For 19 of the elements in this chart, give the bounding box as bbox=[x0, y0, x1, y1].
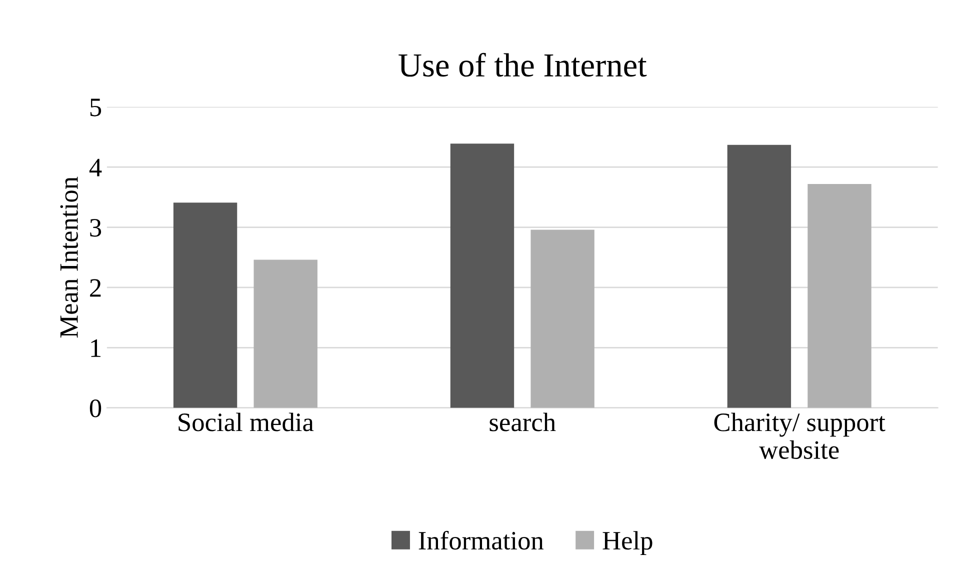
bar bbox=[727, 144, 792, 408]
bar bbox=[808, 184, 872, 408]
bar bbox=[254, 260, 318, 408]
bar bbox=[530, 230, 594, 408]
y-axis-title: Mean Intention bbox=[60, 176, 78, 338]
x-tick-label: Charity/ support website bbox=[714, 412, 886, 459]
y-tick-label: 5 bbox=[90, 98, 102, 116]
bar bbox=[173, 202, 238, 408]
y-tick-label: 2 bbox=[90, 279, 101, 297]
y-tick-label: 0 bbox=[90, 399, 102, 418]
legend-label: Help bbox=[602, 531, 652, 556]
chart-title: Use of the Internet bbox=[398, 52, 647, 77]
y-tick-label: 3 bbox=[90, 218, 102, 237]
legend-label: Information bbox=[418, 530, 544, 550]
y-tick-label: 1 bbox=[91, 339, 101, 357]
x-tick-label: Social media bbox=[178, 412, 314, 432]
y-tick-label: 4 bbox=[89, 158, 102, 176]
bar bbox=[450, 144, 514, 408]
x-tick-label: search bbox=[490, 412, 556, 432]
